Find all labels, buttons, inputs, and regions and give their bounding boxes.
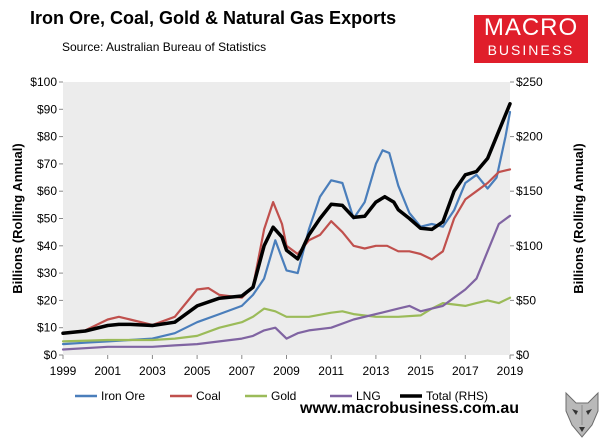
y-axis-label: Billions (Rolling Annual) bbox=[10, 143, 25, 293]
logo-line-1: MACRO bbox=[483, 14, 579, 41]
y-tick-label: $70 bbox=[37, 157, 57, 171]
legend-label-gold: Gold bbox=[271, 389, 296, 403]
x-tick-label: 2007 bbox=[228, 364, 255, 378]
series-line-coal bbox=[61, 168, 512, 335]
y-tick-label: $20 bbox=[37, 293, 57, 307]
macrobusiness-logo: MACRO BUSINESS bbox=[474, 15, 588, 63]
x-tick-label: 2015 bbox=[407, 364, 434, 378]
x-tick-label: 2009 bbox=[273, 364, 300, 378]
website-url: www.macrobusiness.com.au bbox=[300, 400, 520, 417]
legend-label-lng: LNG bbox=[356, 389, 381, 403]
y-tick-label: $60 bbox=[37, 184, 57, 198]
y2-tick-label: $150 bbox=[516, 184, 543, 198]
series-line-lng bbox=[61, 214, 512, 351]
x-tick-label: 2001 bbox=[94, 364, 121, 378]
legend-label-coal: Coal bbox=[196, 389, 221, 403]
chart-subtitle: Source: Australian Bureau of Statistics bbox=[62, 40, 267, 54]
series-line-gold bbox=[61, 296, 512, 343]
y-tick-label: $50 bbox=[37, 212, 57, 226]
y2-tick-label: $50 bbox=[516, 293, 536, 307]
y-tick-label: $90 bbox=[37, 102, 57, 116]
y-tick-label: $0 bbox=[44, 348, 58, 362]
x-tick-label: 2017 bbox=[452, 364, 479, 378]
legend-label-iron-ore: Iron Ore bbox=[101, 389, 145, 403]
series-line-iron-ore bbox=[61, 110, 512, 346]
y2-axis-label: Billions (Rolling Annual) bbox=[571, 143, 586, 293]
x-tick-label: 2019 bbox=[497, 364, 524, 378]
y-tick-label: $100 bbox=[30, 75, 57, 89]
x-tick-label: 2013 bbox=[363, 364, 390, 378]
y-tick-label: $10 bbox=[37, 321, 57, 335]
x-tick-label: 1999 bbox=[50, 364, 77, 378]
plot-area bbox=[63, 82, 510, 355]
y2-tick-label: $200 bbox=[516, 130, 543, 144]
y-tick-label: $40 bbox=[37, 239, 57, 253]
y2-tick-label: $250 bbox=[516, 75, 543, 89]
y2-tick-label: $100 bbox=[516, 239, 543, 253]
x-tick-label: 2005 bbox=[184, 364, 211, 378]
chart-title: Iron Ore, Coal, Gold & Natural Gas Expor… bbox=[30, 8, 397, 28]
legend-label-total-rhs: Total (RHS) bbox=[426, 389, 488, 403]
x-tick-label: 2003 bbox=[139, 364, 166, 378]
y-tick-label: $80 bbox=[37, 130, 57, 144]
y-tick-label: $30 bbox=[37, 266, 57, 280]
y2-tick-label: $0 bbox=[516, 348, 530, 362]
wolf-mascot-icon bbox=[565, 391, 599, 438]
series-line-total-rhs bbox=[61, 102, 512, 335]
logo-line-2: BUSINESS bbox=[487, 42, 575, 58]
x-tick-label: 2011 bbox=[318, 364, 344, 378]
